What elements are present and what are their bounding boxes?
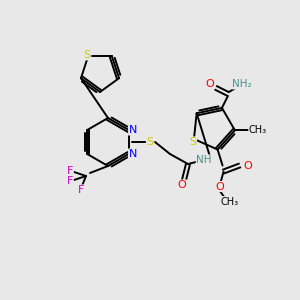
Text: NH₂: NH₂: [232, 79, 252, 89]
Text: F: F: [67, 166, 73, 176]
Text: F: F: [78, 185, 84, 195]
Text: O: O: [215, 182, 224, 191]
Text: S: S: [146, 137, 154, 147]
Text: O: O: [206, 79, 214, 89]
Text: F: F: [67, 176, 73, 186]
Text: CH₃: CH₃: [249, 125, 267, 135]
Text: S: S: [84, 50, 91, 60]
Text: NH: NH: [196, 155, 212, 165]
Text: N: N: [129, 125, 137, 135]
Text: O: O: [243, 160, 252, 170]
Text: S: S: [189, 137, 197, 147]
Text: N: N: [129, 149, 137, 159]
Text: O: O: [178, 180, 186, 190]
Text: CH₃: CH₃: [220, 196, 238, 206]
